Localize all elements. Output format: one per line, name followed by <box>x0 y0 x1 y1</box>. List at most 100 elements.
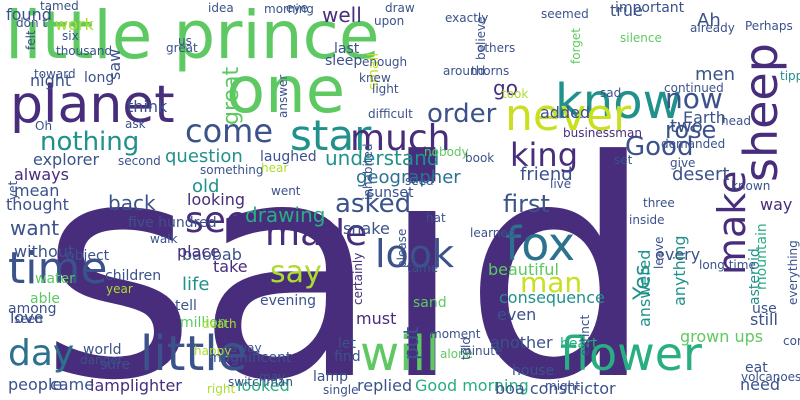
word-evening: evening <box>260 293 316 309</box>
word-tamed: tamed <box>40 0 79 13</box>
word-live: live <box>550 177 571 191</box>
word-death: death <box>202 317 237 331</box>
word-book: book <box>465 151 494 165</box>
word-difficult: difficult <box>368 107 413 121</box>
word-thousand: thousand <box>56 44 112 58</box>
word-geographer: geographer <box>356 167 461 188</box>
word-conceited-man: conceited man <box>783 334 800 348</box>
word-magnificent: magnificent <box>208 350 292 366</box>
word-laughed: laughed <box>260 149 317 165</box>
word-go: go <box>493 76 518 100</box>
word-friend: friend <box>520 164 573 185</box>
word-leave: leave <box>652 236 666 269</box>
word-day: day <box>8 333 74 374</box>
word-must: must <box>356 309 396 328</box>
word-six: six <box>62 29 79 43</box>
word-able: able <box>30 291 60 307</box>
word-good-morning: Good morning <box>415 376 529 395</box>
word-minute: minute <box>460 344 502 358</box>
word-first: first <box>503 190 550 218</box>
word-put: put <box>399 327 423 360</box>
word-explorer: explorer <box>33 150 99 169</box>
word-men: men <box>695 64 735 85</box>
word-want: want <box>10 216 59 240</box>
word-believe: believe <box>474 16 488 60</box>
word-well: well <box>322 3 362 27</box>
word-boa-constrictor: boa constrictor <box>495 379 616 398</box>
word-others: others <box>477 41 515 55</box>
word-object: object <box>66 248 110 264</box>
word-use: use <box>752 301 777 317</box>
word-made: made <box>265 213 367 254</box>
word-continued: continued <box>664 81 724 95</box>
word-still: still <box>750 310 778 329</box>
word-seemed: seemed <box>541 7 589 21</box>
word-year: year <box>106 282 133 296</box>
word-answered: answered <box>635 250 654 327</box>
word-drawing: drawing <box>245 203 325 227</box>
word-morning: morning <box>264 2 314 16</box>
word-inhabited: inhabited <box>361 143 375 200</box>
word-thing: thing <box>530 211 576 232</box>
word-see: see <box>185 200 248 241</box>
word-around: around <box>443 64 485 78</box>
word-long: long <box>84 70 114 86</box>
word-went: went <box>271 184 301 198</box>
word-good: Good <box>625 132 693 162</box>
word-known: known <box>731 179 770 193</box>
word-man: man <box>520 266 582 299</box>
word-think: think <box>127 97 168 116</box>
word-three: three <box>643 196 675 210</box>
word-rose: rose <box>665 116 716 144</box>
word-moment: moment <box>430 327 481 341</box>
word-lamplighter: lamplighter <box>90 376 182 395</box>
word-please: please <box>395 229 409 268</box>
word-world: world <box>83 342 122 358</box>
word-will: will <box>360 326 439 382</box>
word-even: even <box>497 305 536 324</box>
word-idea: idea <box>208 1 234 15</box>
word-come: come <box>185 112 273 150</box>
word-switchman: switchman <box>228 375 293 389</box>
word-important: important <box>615 0 685 16</box>
word-certainly: certainly <box>351 253 365 305</box>
word-toward: toward <box>34 67 76 81</box>
word-right: right <box>207 382 235 396</box>
word-don-t: don t <box>16 16 47 30</box>
word-little-prince: little prince <box>5 0 379 74</box>
word-great: great <box>219 66 244 125</box>
word-snake: snake <box>343 219 390 238</box>
word-understand: understand <box>325 146 439 170</box>
word-tell: tell <box>175 298 197 314</box>
word-alone: alone <box>440 347 473 361</box>
word-sand: sand <box>413 295 447 311</box>
word-old: old <box>192 176 219 197</box>
word-baobab: baobab <box>182 245 242 264</box>
word-great: great <box>166 41 198 55</box>
word-star: star <box>290 111 372 160</box>
word-planet: planet <box>10 75 175 135</box>
word-extinct: extinct <box>578 314 592 356</box>
word-asked: asked <box>335 189 411 219</box>
word-always: always <box>14 165 69 184</box>
word-eye: eye <box>286 1 308 15</box>
word-found: found <box>6 5 52 24</box>
word-time: time <box>8 243 107 294</box>
word-single: single <box>323 383 359 397</box>
word-everything: everything <box>786 240 800 305</box>
word-might: might <box>545 379 580 393</box>
word-one: one <box>226 54 345 128</box>
word-perhaps: Perhaps <box>745 19 793 33</box>
word-people: people <box>8 375 62 394</box>
word-set: set <box>614 153 633 167</box>
word-thorns: thorns <box>471 64 509 78</box>
word-heart: heart <box>560 336 598 352</box>
word-now: now <box>665 82 723 115</box>
word-grown-ups: grown ups <box>680 327 763 346</box>
word-water: water <box>35 271 75 287</box>
word-night: night <box>30 71 71 90</box>
word-hat: hat <box>426 211 446 225</box>
word-every: every <box>655 245 700 264</box>
word-anything: anything <box>670 235 689 306</box>
